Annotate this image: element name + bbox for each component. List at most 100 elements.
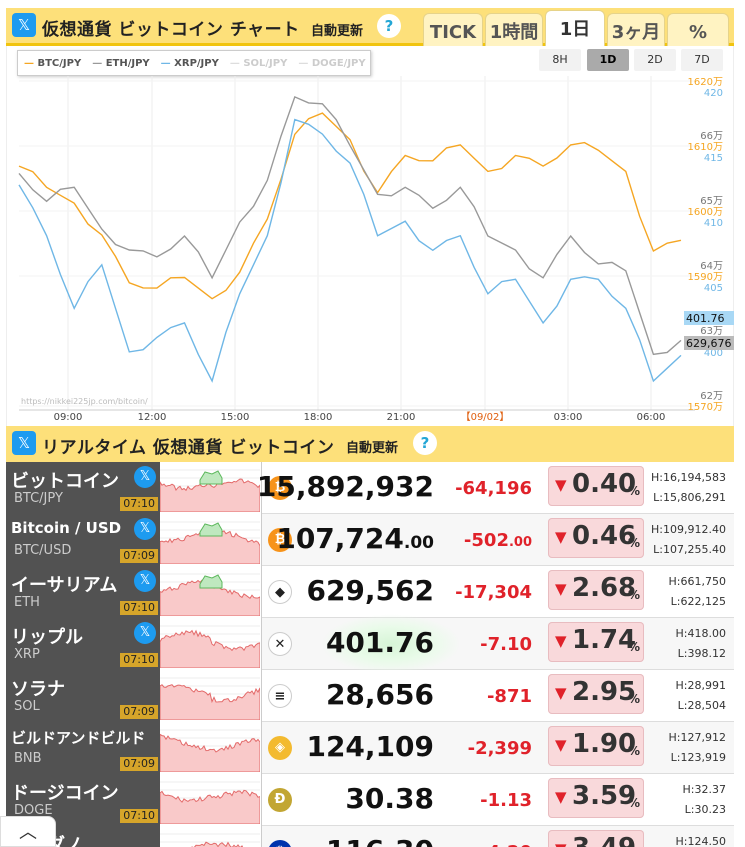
chevron-up-icon: ︿ (19, 822, 37, 843)
legend-btc[interactable]: — BTC/JPY (24, 57, 82, 69)
x-share-icon[interactable]: 𝕏 (134, 622, 156, 644)
xrp-axis-label: 400 (704, 348, 723, 359)
coin-name-cell[interactable]: Bitcoin / USD BTC/USD 07:09 𝕏 (6, 514, 160, 566)
coin-name-cell[interactable]: リップル XRP 07:10 𝕏 (6, 618, 160, 670)
coin-name-cell[interactable]: ビットコイン BTC/JPY 07:10 𝕏 (6, 462, 160, 514)
mini-chart[interactable] (159, 618, 262, 670)
help-icon[interactable]: ? (377, 14, 401, 38)
low-value: L:107,255.40 (653, 543, 726, 556)
update-time: 07:10 (120, 809, 158, 823)
range-8h[interactable]: 8H (539, 49, 581, 71)
mini-chart[interactable] (159, 566, 262, 618)
percent-change-badge: ▼ 1.90% (548, 726, 644, 766)
update-time: 07:09 (120, 757, 158, 771)
mini-chart[interactable] (159, 670, 262, 722)
range-2d[interactable]: 2D (634, 49, 676, 71)
low-value: L:15,806,291 (653, 491, 726, 504)
x-share-icon[interactable]: 𝕏 (134, 570, 156, 592)
x-share-icon[interactable]: 𝕏 (134, 518, 156, 540)
high-low: H:28,991 L:28,504 (676, 676, 726, 716)
scroll-top-button[interactable]: ︿ (0, 816, 56, 847)
coin-name: ビルドアンドビルド (11, 729, 146, 747)
mini-chart-canvas (159, 469, 261, 513)
quote-row[interactable]: ビルドアンドビルド BNB 07:09 ◈ 124,109 -2,399 ▼ 1.90% H:1… (6, 722, 734, 774)
btc-axis-label: 1600万 (688, 207, 723, 218)
percent-change-badge: ▼ 1.74% (548, 622, 644, 662)
bitcoin-icon: ₿ (268, 528, 292, 552)
mini-chart[interactable] (159, 514, 262, 566)
x-share-icon[interactable]: 𝕏 (12, 13, 36, 37)
watermark: https://nikkei225jp.com/bitcoin/ (21, 397, 148, 406)
legend-doge[interactable]: — DOGE/JPY (298, 57, 366, 69)
xrp-icon: ✕ (268, 632, 292, 656)
btc-axis-label: 1590万 (688, 272, 723, 283)
price-chart[interactable]: — BTC/JPY — ETH/JPY — XRP/JPY — SOL/JPY … (6, 46, 734, 426)
price-change: -17,304 (455, 582, 532, 603)
live-help-icon[interactable]: ? (413, 431, 437, 455)
down-arrow-icon: ▼ (555, 476, 567, 494)
eth-axis-label: 63万 (700, 326, 723, 337)
range-1d[interactable]: 1D (587, 49, 629, 71)
x-tick-label: 15:00 (221, 412, 250, 423)
high-value: H:124.50 (675, 835, 726, 847)
quote-row[interactable]: リップル XRP 07:10 𝕏 ✕ 401.76 -7.10 ▼ 1.74% H:418.00 L… (6, 614, 734, 674)
price-value: 30.38 (345, 782, 434, 815)
percent-change-badge: ▼ 2.95% (548, 674, 644, 714)
mini-chart-canvas (159, 677, 261, 721)
price-change: -871 (486, 686, 532, 707)
live-auto-update-label: 自動更新 (346, 441, 399, 456)
x-share-icon-2[interactable]: 𝕏 (12, 431, 36, 455)
mini-chart[interactable] (159, 462, 262, 514)
quote-row[interactable]: Bitcoin / USD BTC/USD 07:09 𝕏 ₿ 107,724.00 -50… (6, 514, 734, 566)
mini-chart[interactable] (160, 826, 262, 847)
tab-tick[interactable]: TICK (423, 13, 483, 47)
mini-chart-canvas (159, 521, 261, 565)
coin-symbol: BNB (14, 751, 42, 766)
coin-symbol: SOL (14, 699, 40, 714)
mini-chart-canvas (159, 729, 261, 773)
down-arrow-icon: ▼ (555, 632, 567, 650)
tab-1day[interactable]: 1日 (545, 10, 605, 48)
high-low: H:16,194,583 L:15,806,291 (651, 468, 726, 508)
tab-percent[interactable]: % (667, 13, 729, 47)
mini-chart[interactable] (159, 722, 262, 774)
xrp-price-tag-text: 401.76 (686, 312, 725, 325)
tab-3month[interactable]: 3ヶ月 (607, 13, 665, 47)
high-value: H:418.00 (675, 627, 726, 640)
xrp-axis-label: 405 (704, 283, 723, 294)
quote-row[interactable]: ビットコイン BTC/JPY 07:10 𝕏 ₿ 15,892,932 -64,196 ▼ 0.… (6, 462, 734, 514)
range-7d[interactable]: 7D (681, 49, 723, 71)
coin-name-cell[interactable]: ソラナ SOL 07:09 (6, 670, 160, 722)
quote-row[interactable]: イーサリアム ETH 07:10 𝕏 ◆ 629,562 -17,304 ▼ 2.68% H:66… (6, 566, 734, 618)
legend-xrp[interactable]: — XRP/JPY (160, 57, 219, 69)
low-value: L:398.12 (677, 647, 726, 660)
doge-icon: Ð (268, 788, 292, 812)
live-header: 𝕏 リアルタイム 仮想通貨 ビットコイン 自動更新 ? (6, 426, 734, 462)
btc-axis-label: 1570万 (688, 402, 723, 413)
coin-name: ビットコイン (11, 471, 119, 492)
quote-row[interactable]: ソラナ SOL 07:09 ≡ 28,656 -871 ▼ 2.95% H:28,991 L:28… (6, 670, 734, 722)
quote-row[interactable]: カルダノADA07:10✺116.30-4.20▼3.49%H:124.50 (6, 826, 734, 847)
ethereum-icon: ◆ (268, 580, 292, 604)
high-low: H:32.37 L:30.23 (683, 780, 726, 820)
high-low: H:127,912 L:123,919 (669, 728, 726, 768)
coin-symbol: BTC/JPY (14, 491, 63, 506)
solana-icon: ≡ (268, 684, 292, 708)
update-time: 07:10 (120, 497, 158, 511)
coin-name-cell[interactable]: ビルドアンドビルド BNB 07:09 (6, 722, 160, 774)
series-line-eth-jpy (18, 95, 682, 356)
coin-name-cell[interactable]: イーサリアム ETH 07:10 𝕏 (6, 566, 160, 618)
auto-update-label: 自動更新 (311, 24, 364, 39)
tab-1hour[interactable]: 1時間 (485, 13, 543, 47)
series-line-btc-jpy (18, 112, 682, 300)
quote-row[interactable]: ドージコイン DOGE 07:10 Ð 30.38 -1.13 ▼ 3.59% H:32.37 L… (6, 774, 734, 826)
price-value: 28,656 (325, 678, 434, 711)
percent-change-badge: ▼ 3.59% (548, 778, 644, 818)
mini-chart[interactable] (159, 774, 262, 826)
price-value: 107,724.00 (276, 522, 434, 555)
legend-sol[interactable]: — SOL/JPY (229, 57, 288, 69)
legend-eth[interactable]: — ETH/JPY (92, 57, 150, 69)
high-low: H:661,750 L:622,125 (669, 572, 726, 612)
x-share-icon[interactable]: 𝕏 (134, 466, 156, 488)
chart-title: 仮想通貨 ビットコイン チャート (42, 20, 300, 40)
